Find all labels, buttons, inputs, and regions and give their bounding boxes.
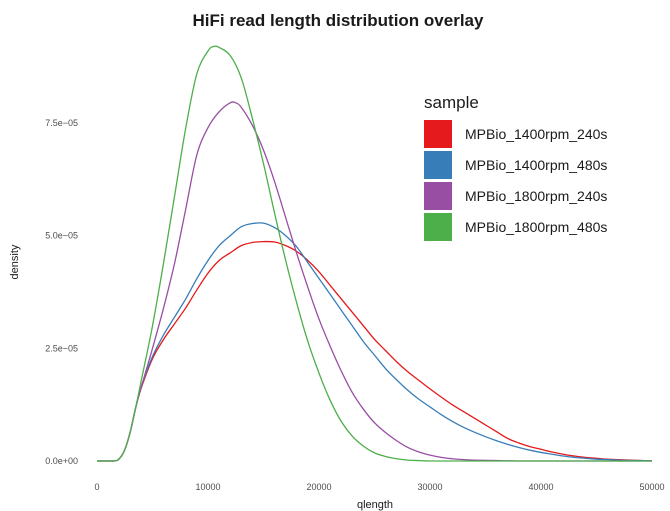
legend-swatch <box>424 213 452 241</box>
x-axis: 0 10000 20000 30000 40000 50000 <box>94 482 664 492</box>
y-tick-label: 7.5e−05 <box>45 118 78 128</box>
x-tick-label: 40000 <box>528 482 553 492</box>
legend-swatch <box>424 151 452 179</box>
x-tick-label: 10000 <box>195 482 220 492</box>
series-line-4 <box>97 45 652 462</box>
chart-title: HiFi read length distribution overlay <box>193 11 484 30</box>
x-tick-label: 50000 <box>639 482 664 492</box>
x-tick-label: 30000 <box>417 482 442 492</box>
x-tick-label: 20000 <box>306 482 331 492</box>
y-axis-label: density <box>9 244 21 279</box>
legend-swatch <box>424 120 452 148</box>
legend-label: MPBio_1800rpm_240s <box>465 188 607 204</box>
series-line-2 <box>97 222 653 462</box>
legend-label: MPBio_1400rpm_240s <box>465 126 607 142</box>
legend: sample MPBio_1400rpm_240s MPBio_1400rpm_4… <box>424 93 607 241</box>
x-tick-label: 0 <box>94 482 99 492</box>
legend-label: MPBio_1400rpm_480s <box>465 157 607 173</box>
series-line-1 <box>97 240 653 462</box>
legend-label: MPBio_1800rpm_480s <box>465 219 607 235</box>
y-tick-label: 5.0e−05 <box>45 231 78 241</box>
legend-swatch <box>424 182 452 210</box>
series-line-3 <box>97 101 652 462</box>
x-axis-label: qlength <box>357 499 393 511</box>
y-axis: 0.0e+00 2.5e−05 5.0e−05 7.5e−05 <box>45 118 78 466</box>
y-tick-label: 2.5e−05 <box>45 343 78 353</box>
plot-area <box>97 45 653 462</box>
legend-title: sample <box>424 93 479 112</box>
y-tick-label: 0.0e+00 <box>45 456 78 466</box>
